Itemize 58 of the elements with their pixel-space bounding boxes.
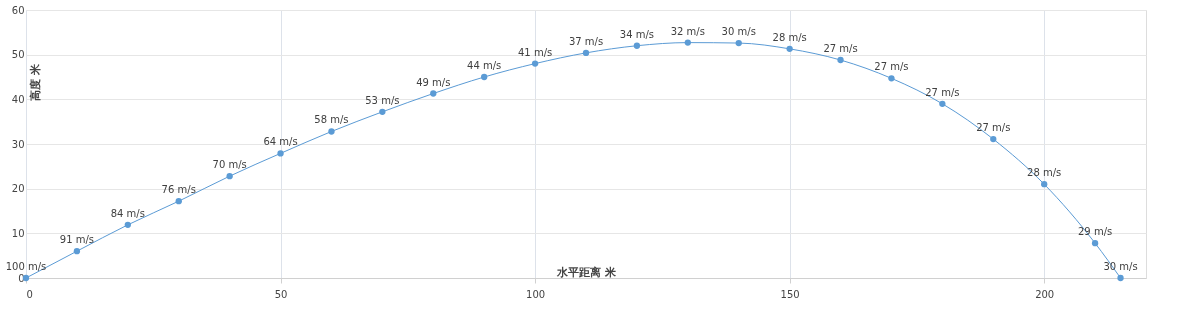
x-tick-label: 200 — [1035, 288, 1055, 300]
point — [531, 60, 539, 67]
point — [735, 39, 742, 47]
point — [990, 135, 997, 143]
point — [837, 56, 844, 64]
annotation: 70 m/s — [212, 159, 247, 171]
annotation: 28 m/s — [772, 31, 807, 43]
y-tick-label: 30 — [11, 138, 25, 150]
point — [124, 221, 131, 228]
point — [1091, 240, 1099, 247]
annotation: 30 m/s — [721, 26, 756, 38]
annotation: 53 m/s — [365, 94, 400, 106]
y-tick-label: 60 — [11, 4, 25, 16]
point — [786, 45, 793, 53]
point — [633, 42, 641, 49]
point — [684, 39, 691, 46]
annotation: 37 m/s — [568, 35, 604, 47]
point — [277, 150, 284, 157]
x-tick-label: 100 — [526, 288, 546, 300]
annotation: 91 m/s — [59, 234, 95, 246]
annotation: 44 m/s — [467, 60, 502, 71]
point — [73, 248, 81, 255]
point — [226, 173, 233, 180]
annotation: 29 m/s — [1077, 226, 1113, 238]
annotation: 30 m/s — [1103, 261, 1138, 272]
annotation: 27 m/s — [976, 122, 1011, 134]
x-tick-label: 150 — [780, 288, 800, 300]
point — [175, 198, 182, 205]
point — [1117, 274, 1124, 282]
y-tick-label: 20 — [11, 183, 25, 195]
annotation: 64 m/s — [263, 136, 298, 148]
annotation: 49 m/s — [416, 76, 451, 88]
y-tick-label: 10 — [11, 227, 25, 239]
point — [430, 90, 437, 97]
y-tick-label: 50 — [11, 49, 25, 61]
point — [379, 108, 386, 115]
annotation: 32 m/s — [670, 25, 705, 37]
y-axis-title: 高度 米 — [28, 63, 42, 102]
x-axis-title: 水平距离 米 — [556, 265, 617, 279]
annotation: 58 m/s — [314, 114, 349, 126]
annotation: 27 m/s — [823, 43, 858, 55]
annotation: 27 m/s — [874, 61, 909, 73]
annotation: 100 m/s — [5, 261, 47, 272]
annotation: 34 m/s — [619, 28, 655, 40]
point — [328, 128, 335, 135]
point — [1041, 181, 1048, 188]
annotation: 84 m/s — [110, 207, 145, 219]
annotation: 28 m/s — [1027, 167, 1062, 179]
x-tick-label: 0 — [26, 288, 33, 300]
y-tick-label: 40 — [11, 93, 25, 105]
annotation: 76 m/s — [161, 184, 196, 196]
point — [888, 75, 895, 82]
point — [582, 49, 590, 57]
point — [481, 73, 488, 81]
annotation: 41 m/s — [517, 46, 553, 58]
x-tick-label: 50 — [274, 288, 288, 300]
point — [939, 100, 946, 107]
annotation: 27 m/s — [925, 86, 960, 98]
